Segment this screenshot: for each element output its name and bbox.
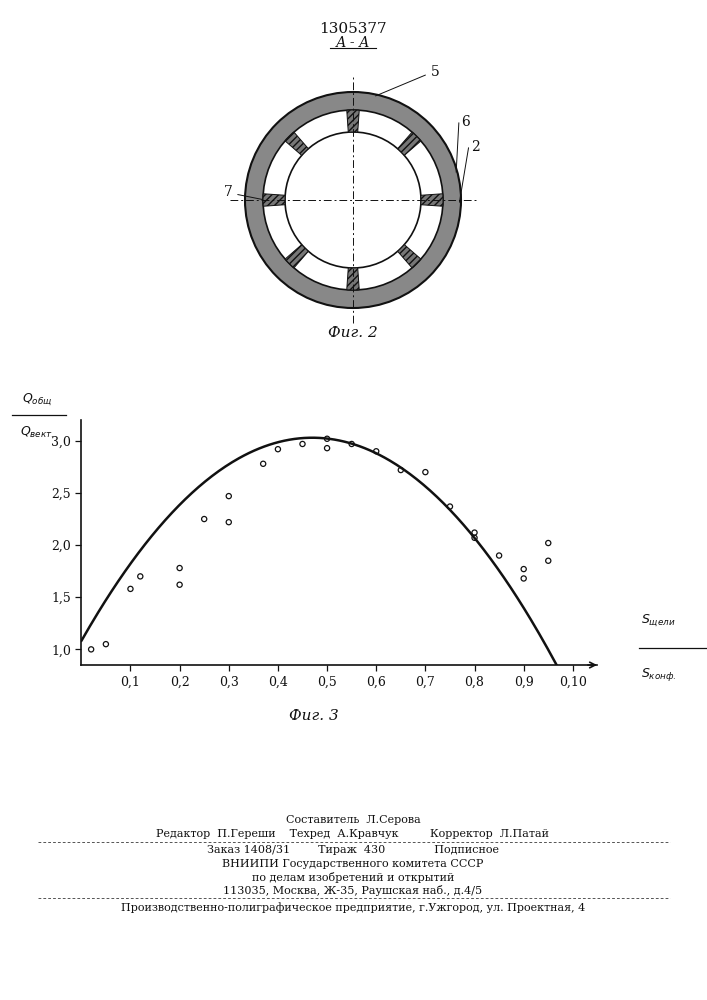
Polygon shape — [397, 132, 421, 155]
Text: Редактор  П.Гереши    Техред  А.Кравчук         Корректор  Л.Патай: Редактор П.Гереши Техред А.Кравчук Корре… — [156, 829, 549, 839]
Polygon shape — [397, 245, 421, 268]
Point — [395, 462, 407, 478]
Text: А - А: А - А — [336, 36, 370, 50]
Text: Заказ 1408/31        Тираж  430              Подписное: Заказ 1408/31 Тираж 430 Подписное — [207, 845, 499, 855]
Text: Производственно-полиграфическое предприятие, г.Ужгород, ул. Проектная, 4: Производственно-полиграфическое предприя… — [121, 902, 585, 913]
Point — [257, 456, 269, 472]
Point — [272, 441, 284, 457]
Point — [174, 577, 185, 593]
Point — [518, 561, 530, 577]
Point — [100, 636, 112, 652]
Text: 6: 6 — [461, 115, 469, 129]
Polygon shape — [285, 132, 308, 155]
Text: $Q_{вект.}$: $Q_{вект.}$ — [21, 425, 54, 440]
Text: 5: 5 — [431, 65, 440, 79]
Point — [86, 641, 97, 657]
Text: 7: 7 — [224, 185, 233, 199]
Text: $Q_{общ}$: $Q_{общ}$ — [22, 392, 52, 408]
Point — [469, 525, 480, 541]
Point — [199, 511, 210, 527]
Circle shape — [263, 110, 443, 290]
Text: 1305377: 1305377 — [319, 22, 387, 36]
Text: Фиг. 2: Фиг. 2 — [328, 326, 378, 340]
Text: Фиг. 3: Фиг. 3 — [288, 709, 339, 723]
Point — [174, 560, 185, 576]
Point — [322, 440, 333, 456]
Polygon shape — [421, 194, 443, 206]
Point — [223, 514, 235, 530]
Point — [420, 464, 431, 480]
Point — [542, 535, 554, 551]
Point — [493, 548, 505, 564]
Point — [469, 530, 480, 546]
Point — [297, 436, 308, 452]
Point — [223, 488, 235, 504]
Point — [346, 436, 357, 452]
Point — [322, 431, 333, 447]
Point — [125, 581, 136, 597]
Polygon shape — [346, 110, 359, 132]
Circle shape — [245, 92, 461, 308]
Text: Составитель  Л.Серова: Составитель Л.Серова — [286, 815, 421, 825]
Point — [542, 553, 554, 569]
Point — [370, 443, 382, 459]
Polygon shape — [285, 245, 308, 268]
Polygon shape — [346, 268, 359, 290]
Text: 2: 2 — [471, 140, 480, 154]
Text: по делам изобретений и открытий: по делам изобретений и открытий — [252, 872, 454, 883]
Text: $S_{конф.}$: $S_{конф.}$ — [641, 666, 677, 683]
Text: 113035, Москва, Ж-35, Раушская наб., д.4/5: 113035, Москва, Ж-35, Раушская наб., д.4… — [223, 885, 483, 896]
Polygon shape — [263, 194, 285, 206]
Text: $S_{щели}$: $S_{щели}$ — [641, 613, 676, 629]
Point — [134, 568, 146, 584]
Text: ВНИИПИ Государственного комитета СССР: ВНИИПИ Государственного комитета СССР — [222, 859, 484, 869]
Point — [518, 570, 530, 586]
Point — [444, 499, 455, 515]
Circle shape — [285, 132, 421, 268]
